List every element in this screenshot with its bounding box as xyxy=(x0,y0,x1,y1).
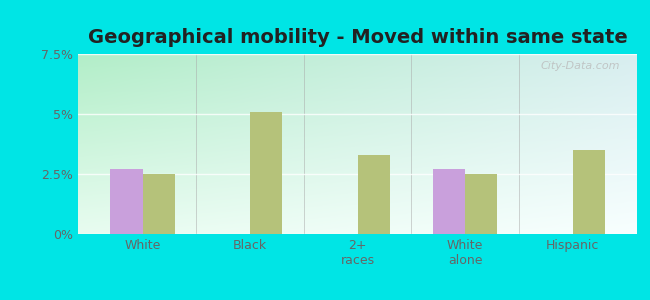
Text: City-Data.com: City-Data.com xyxy=(541,61,620,71)
Bar xyxy=(573,150,604,234)
Legend: Peterstown, WV, West Virginia: Peterstown, WV, West Virginia xyxy=(221,298,494,300)
Bar xyxy=(465,174,497,234)
Bar xyxy=(358,155,390,234)
Bar xyxy=(250,112,282,234)
Title: Geographical mobility - Moved within same state: Geographical mobility - Moved within sam… xyxy=(88,28,627,47)
Bar xyxy=(142,174,175,234)
Bar xyxy=(111,169,142,234)
Bar xyxy=(433,169,465,234)
